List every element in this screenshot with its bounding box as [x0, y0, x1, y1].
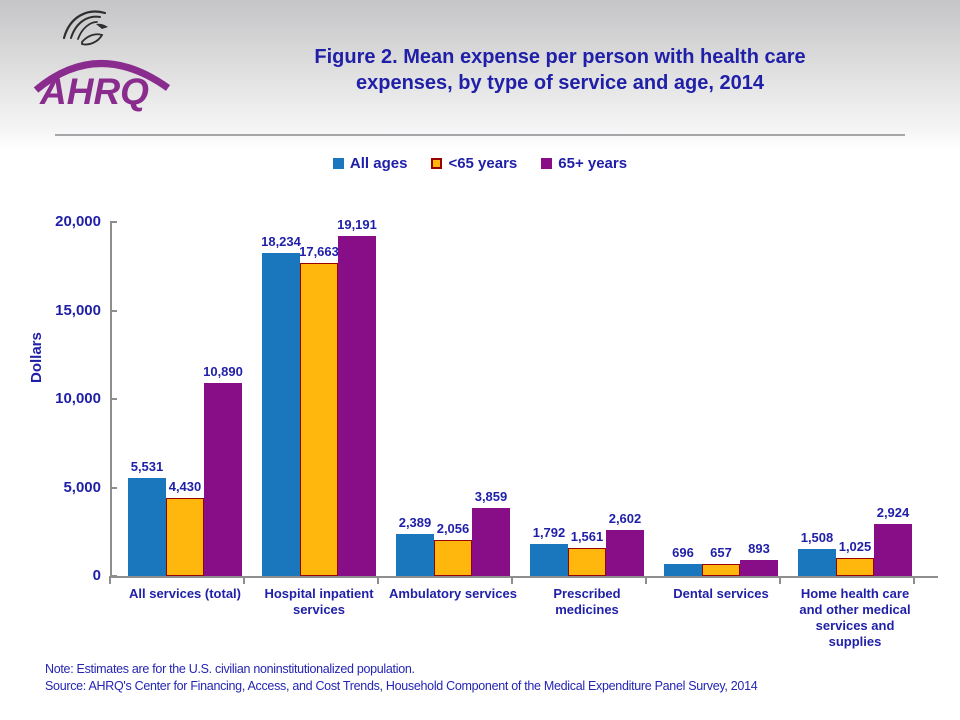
y-tick-label: 0 [92, 567, 101, 584]
x-tick [109, 576, 111, 584]
legend-label: All ages [349, 154, 408, 172]
category-label-line: Dental services [673, 586, 769, 601]
y-tick-label: 5,000 [63, 478, 101, 496]
y-tick [110, 221, 117, 223]
bar-value-label: 18,234 [261, 234, 301, 249]
category-label-line: services [292, 602, 346, 617]
y-tick-label: 15,000 [55, 301, 101, 319]
bar-value-label: 10,890 [203, 364, 243, 379]
bar-value-label: 2,602 [608, 511, 642, 526]
category-label: Prescribed medicines [520, 586, 654, 618]
category-label-line: Hospital inpatient [264, 586, 374, 601]
category-label: All services (total) [118, 586, 252, 602]
bar [530, 544, 568, 576]
category-label: Dental services [654, 586, 788, 602]
bar-value-label: 17,663 [299, 244, 339, 259]
category-label-line: services and [815, 618, 895, 633]
figure-title: Figure 2. Mean expense per person with h… [240, 44, 880, 96]
x-tick [511, 576, 513, 584]
y-tick [110, 486, 117, 489]
legend-swatch-icon [431, 157, 443, 169]
bar [338, 236, 376, 576]
y-tick [110, 309, 117, 312]
legend-item: <65 years [431, 155, 517, 172]
bar-value-label: 696 [672, 545, 694, 560]
x-tick [645, 576, 647, 584]
y-axis-line [110, 222, 112, 578]
legend-item: 65+ years [541, 155, 627, 172]
legend-label: 65+ years [558, 154, 628, 172]
bar [300, 263, 338, 576]
bar-value-label: 1,561 [570, 529, 604, 544]
note-text: Note: Estimates are for the U.S. civilia… [45, 662, 415, 676]
bar-value-label: 1,792 [532, 525, 566, 540]
category-label-line: medicines [555, 602, 619, 617]
y-tick-label: 20,000 [55, 213, 101, 230]
bar-value-label: 3,859 [474, 489, 508, 504]
bar [740, 560, 778, 576]
x-tick [377, 576, 379, 584]
header: AHRQ Figure 2. Mean expense per person w… [0, 0, 960, 150]
bar-value-label: 2,056 [436, 521, 470, 536]
bar [472, 508, 510, 576]
legend-item: All ages [332, 154, 408, 172]
bar [434, 540, 472, 576]
bar [262, 253, 300, 576]
category-label-line: Ambulatory services [389, 586, 517, 601]
category-label: Ambulatory services [386, 586, 520, 602]
legend-label: <65 years [448, 154, 518, 172]
category-label-line: supplies [828, 634, 882, 649]
header-divider [55, 134, 905, 136]
bar-value-label: 2,389 [398, 515, 432, 530]
bar [702, 564, 740, 576]
bar [204, 383, 242, 576]
x-tick [913, 576, 915, 584]
bar-value-label: 657 [710, 545, 732, 560]
bar-value-label: 5,531 [130, 459, 164, 474]
footnotes: Note: Estimates are for the U.S. civilia… [45, 661, 925, 695]
figure-title-line2: expenses, by type of service and age, 20… [356, 72, 764, 94]
category-label-line: All services (total) [129, 586, 241, 601]
chart-legend: All ages <65 years 65+ years [0, 152, 960, 174]
bar [128, 478, 166, 576]
legend-swatch-icon [541, 157, 553, 169]
source-text: Source: AHRQ's Center for Financing, Acc… [45, 679, 758, 693]
bar-value-label: 2,924 [876, 505, 910, 520]
bar [798, 549, 836, 576]
ahrq-logo-icon: AHRQ [33, 60, 171, 112]
bar [568, 548, 606, 576]
x-tick [243, 576, 245, 584]
category-label: Hospital inpatient services [252, 586, 386, 618]
hhs-eagle-icon [62, 10, 108, 46]
category-label: Home health care and other medical service… [788, 586, 922, 650]
bar-value-label: 19,191 [337, 217, 377, 232]
bar-value-label: 893 [748, 541, 770, 556]
bar-value-label: 1,025 [838, 539, 872, 554]
x-axis-line [110, 576, 938, 578]
category-label-line: Home health care [800, 586, 910, 601]
bar [606, 530, 644, 576]
bar [664, 564, 702, 576]
bar [836, 558, 874, 576]
category-label-line: Prescribed [553, 586, 621, 601]
ahrq-logo: AHRQ [30, 4, 200, 119]
bar-value-label: 4,430 [168, 479, 202, 494]
bar [166, 498, 204, 576]
y-tick-label: 10,000 [55, 390, 101, 407]
x-tick [779, 576, 781, 584]
legend-swatch-icon [332, 157, 344, 169]
ahrq-logo-text: AHRQ [39, 71, 149, 112]
bar-value-label: 1,508 [800, 530, 834, 545]
figure-title-line1: Figure 2. Mean expense per person with h… [314, 46, 806, 68]
bar [396, 534, 434, 576]
category-label-line: and other medical [799, 602, 911, 617]
bar [874, 524, 912, 576]
y-tick [110, 398, 117, 400]
